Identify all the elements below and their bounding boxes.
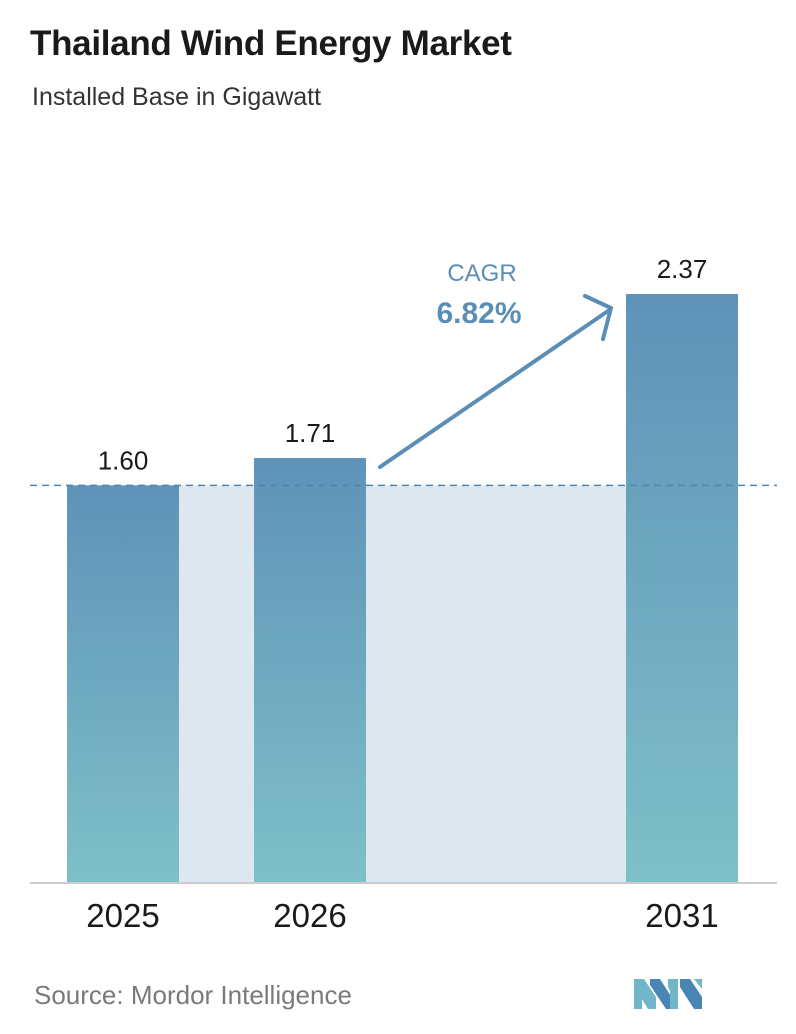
bar-2031 xyxy=(626,294,738,883)
bar-chart: 1.60 2025 1.71 2026 2.37 2031 CAGR 6.82% xyxy=(30,254,777,934)
value-label-2025: 1.60 xyxy=(98,445,149,475)
chart-title: Thailand Wind Energy Market xyxy=(30,24,512,63)
tick-label-2025: 2025 xyxy=(86,897,159,934)
value-label-2031: 2.37 xyxy=(657,254,708,284)
mordor-intelligence-logo-icon xyxy=(634,979,702,1009)
cagr-arrow-head xyxy=(583,294,613,341)
cagr-label: CAGR xyxy=(447,260,516,287)
cagr-value: 6.82% xyxy=(436,297,521,330)
bar-2025 xyxy=(67,485,179,883)
value-label-2026: 1.71 xyxy=(285,418,336,448)
cagr-arrow xyxy=(378,309,610,469)
bar-2026 xyxy=(254,458,366,883)
tick-label-2026: 2026 xyxy=(273,897,346,934)
chart-subtitle: Installed Base in Gigawatt xyxy=(32,83,322,111)
tick-label-2031: 2031 xyxy=(645,897,718,934)
source-text: Source: Mordor Intelligence xyxy=(34,980,352,1010)
